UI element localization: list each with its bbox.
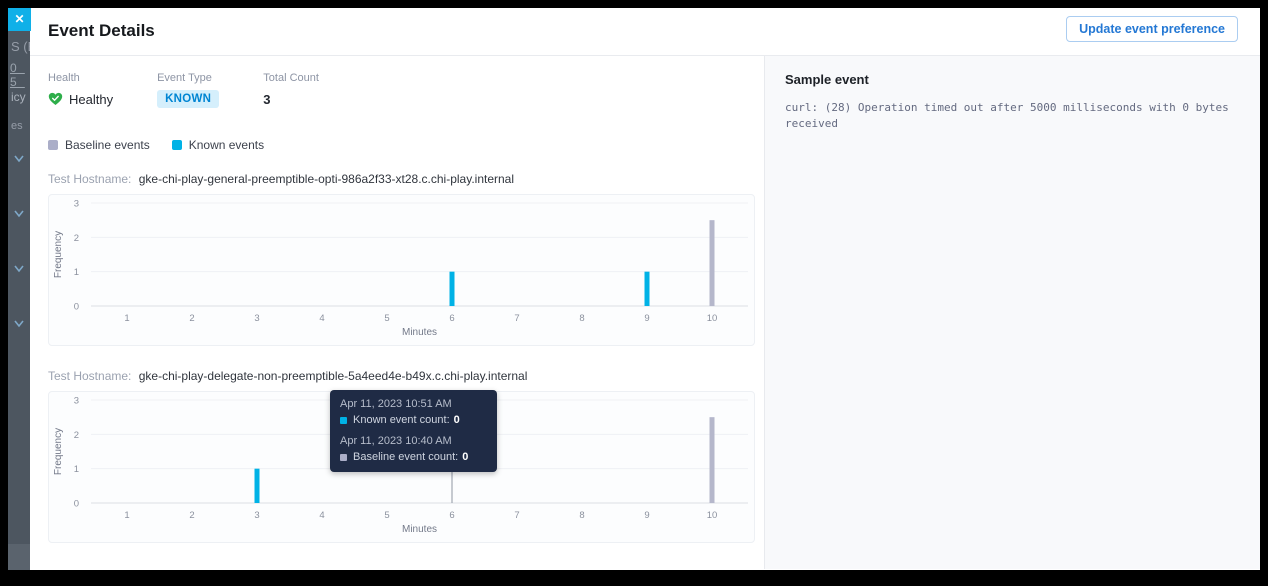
- chevron-down-icon[interactable]: [14, 318, 24, 328]
- svg-text:5: 5: [384, 313, 389, 324]
- close-icon: ✕: [14, 12, 25, 26]
- hostname-value: gke-chi-play-general-preemptible-opti-98…: [138, 172, 515, 186]
- svg-text:Minutes: Minutes: [402, 327, 437, 338]
- chevron-down-icon[interactable]: [14, 153, 24, 163]
- svg-text:0: 0: [74, 499, 79, 510]
- total-count-value: 3: [263, 91, 271, 107]
- backdrop-text-fragment: S (Ex: [11, 39, 30, 54]
- legend-label: Known events: [188, 138, 265, 152]
- hostname-value: gke-chi-play-delegate-non-preemptible-5a…: [138, 369, 528, 383]
- legend-label: Baseline events: [65, 138, 150, 152]
- svg-text:3: 3: [74, 396, 79, 407]
- health-label: Health: [48, 72, 80, 84]
- svg-text:3: 3: [254, 313, 259, 324]
- svg-text:1: 1: [74, 267, 79, 278]
- legend-item-known-events[interactable]: Known events: [171, 138, 265, 152]
- svg-text:3: 3: [74, 199, 79, 210]
- svg-text:3: 3: [254, 510, 259, 521]
- hostname-label: Test Hostname:: [48, 172, 132, 186]
- svg-text:8: 8: [579, 510, 584, 521]
- stat-total-count: Total Count 3: [263, 72, 319, 108]
- event-type-label: Event Type: [157, 72, 212, 84]
- total-count-label: Total Count: [263, 72, 319, 84]
- backdrop-text-fragment: es: [11, 120, 23, 132]
- sample-event-title: Sample event: [785, 72, 869, 87]
- tooltip-label: Known event count:: [353, 414, 450, 426]
- tooltip-value: 0: [462, 451, 469, 463]
- svg-text:Minutes: Minutes: [402, 524, 437, 535]
- chevron-down-icon[interactable]: [14, 263, 24, 273]
- baseline-swatch-icon: [340, 453, 347, 461]
- svg-text:4: 4: [319, 510, 324, 521]
- svg-text:1: 1: [124, 510, 129, 521]
- svg-text:2: 2: [189, 510, 194, 521]
- stat-event-type: Event Type KNOWN: [157, 72, 220, 108]
- event-detail-pane: Health Healthy Event Typ: [30, 56, 764, 569]
- svg-text:10: 10: [707, 510, 718, 521]
- chart-legend: Baseline events Known events: [48, 138, 764, 152]
- health-value: Healthy: [69, 91, 114, 107]
- frequency-chart-2[interactable]: 0 1 2 3 Frequency 1 2 3 4 5 6 7 8 9 10 Minutes Apr 11, …: [48, 390, 755, 543]
- sample-event-pane: Sample event curl: (28) Operation timed …: [764, 56, 1260, 569]
- svg-text:8: 8: [579, 313, 584, 324]
- svg-text:6: 6: [449, 510, 454, 521]
- svg-text:2: 2: [74, 430, 79, 441]
- stat-health: Health Healthy: [48, 72, 113, 108]
- page-title: Event Details: [48, 21, 155, 40]
- known-swatch-icon: [171, 140, 182, 150]
- svg-text:7: 7: [514, 510, 519, 521]
- update-event-preference-button[interactable]: Update event preference: [1066, 16, 1238, 42]
- svg-text:4: 4: [319, 313, 324, 324]
- svg-text:6: 6: [449, 313, 454, 324]
- modal-header: Event Details Update event preference: [30, 8, 1260, 56]
- event-type-badge: KNOWN: [157, 90, 220, 108]
- tooltip-timestamp: Apr 11, 2023 10:51 AM: [340, 398, 452, 410]
- svg-text:Frequency: Frequency: [53, 428, 64, 475]
- close-button[interactable]: ✕: [8, 8, 31, 31]
- svg-text:5: 5: [384, 510, 389, 521]
- event-details-modal: Event Details Update event preference He…: [30, 8, 1260, 570]
- stats-row: Health Healthy Event Typ: [48, 72, 764, 108]
- chart-tooltip: Apr 11, 2023 10:51 AM Known event count:…: [330, 390, 497, 472]
- svg-text:7: 7: [514, 313, 519, 324]
- svg-text:1: 1: [74, 464, 79, 475]
- frequency-chart-1[interactable]: 0 1 2 3 Frequency 1 2 3 4 5 6 7 8 9 10 Minutes: [48, 194, 755, 346]
- svg-text:1: 1: [124, 313, 129, 324]
- test-hostname-row: Test Hostname: gke-chi-play-general-pree…: [48, 172, 764, 186]
- chevron-down-icon[interactable]: [14, 208, 24, 218]
- svg-text:9: 9: [644, 510, 649, 521]
- svg-text:Frequency: Frequency: [53, 231, 64, 278]
- tooltip-value: 0: [453, 414, 460, 426]
- tooltip-timestamp: Apr 11, 2023 10:40 AM: [340, 435, 452, 447]
- test-hostname-row: Test Hostname: gke-chi-play-delegate-non…: [48, 369, 764, 383]
- backdrop-link-fragment[interactable]: 0 5: [10, 61, 25, 89]
- svg-text:2: 2: [189, 313, 194, 324]
- backdrop-text-fragment: icy E: [11, 90, 30, 104]
- baseline-swatch-icon: [48, 140, 58, 150]
- legend-item-baseline-events[interactable]: Baseline events: [48, 138, 150, 152]
- sample-event-text: curl: (28) Operation timed out after 500…: [785, 101, 1229, 130]
- svg-text:2: 2: [74, 233, 79, 244]
- backdrop-bottom-element: [8, 544, 30, 570]
- svg-text:0: 0: [74, 302, 79, 313]
- svg-text:10: 10: [707, 313, 718, 324]
- known-swatch-icon: [340, 416, 347, 424]
- background-page-strip: S (Ex 0 5 icy E es: [8, 8, 30, 570]
- healthy-heart-icon: [48, 92, 63, 106]
- hostname-label: Test Hostname:: [48, 369, 132, 383]
- tooltip-label: Baseline event count:: [353, 451, 459, 463]
- svg-text:9: 9: [644, 313, 649, 324]
